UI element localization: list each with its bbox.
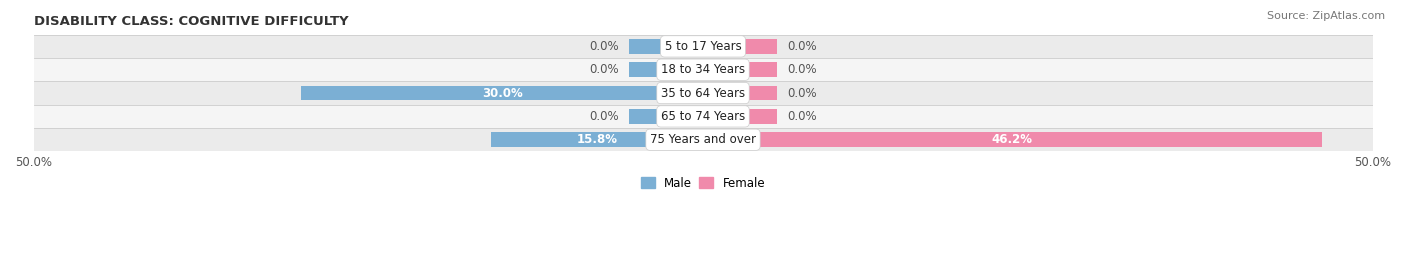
- Bar: [630, 39, 703, 54]
- Bar: [301, 86, 703, 100]
- Text: 0.0%: 0.0%: [589, 63, 619, 76]
- Bar: [630, 62, 703, 77]
- Text: 15.8%: 15.8%: [576, 133, 617, 146]
- Text: 35 to 64 Years: 35 to 64 Years: [661, 87, 745, 100]
- FancyBboxPatch shape: [34, 82, 1372, 105]
- Text: 75 Years and over: 75 Years and over: [650, 133, 756, 146]
- Text: 30.0%: 30.0%: [482, 87, 523, 100]
- Bar: [703, 109, 776, 124]
- Text: Source: ZipAtlas.com: Source: ZipAtlas.com: [1267, 11, 1385, 21]
- FancyBboxPatch shape: [34, 58, 1372, 82]
- Bar: [492, 133, 703, 147]
- Legend: Male, Female: Male, Female: [636, 172, 770, 194]
- FancyBboxPatch shape: [34, 105, 1372, 128]
- FancyBboxPatch shape: [34, 35, 1372, 58]
- Text: 18 to 34 Years: 18 to 34 Years: [661, 63, 745, 76]
- Bar: [703, 62, 776, 77]
- Text: 0.0%: 0.0%: [787, 110, 817, 123]
- Bar: [630, 109, 703, 124]
- Text: 0.0%: 0.0%: [589, 40, 619, 53]
- Text: 5 to 17 Years: 5 to 17 Years: [665, 40, 741, 53]
- Bar: [703, 133, 1322, 147]
- Bar: [703, 86, 776, 100]
- Text: 0.0%: 0.0%: [787, 40, 817, 53]
- Text: DISABILITY CLASS: COGNITIVE DIFFICULTY: DISABILITY CLASS: COGNITIVE DIFFICULTY: [34, 15, 349, 28]
- Text: 0.0%: 0.0%: [589, 110, 619, 123]
- Text: 0.0%: 0.0%: [787, 87, 817, 100]
- Bar: [703, 39, 776, 54]
- Text: 0.0%: 0.0%: [787, 63, 817, 76]
- Text: 65 to 74 Years: 65 to 74 Years: [661, 110, 745, 123]
- Text: 46.2%: 46.2%: [991, 133, 1033, 146]
- FancyBboxPatch shape: [34, 128, 1372, 151]
